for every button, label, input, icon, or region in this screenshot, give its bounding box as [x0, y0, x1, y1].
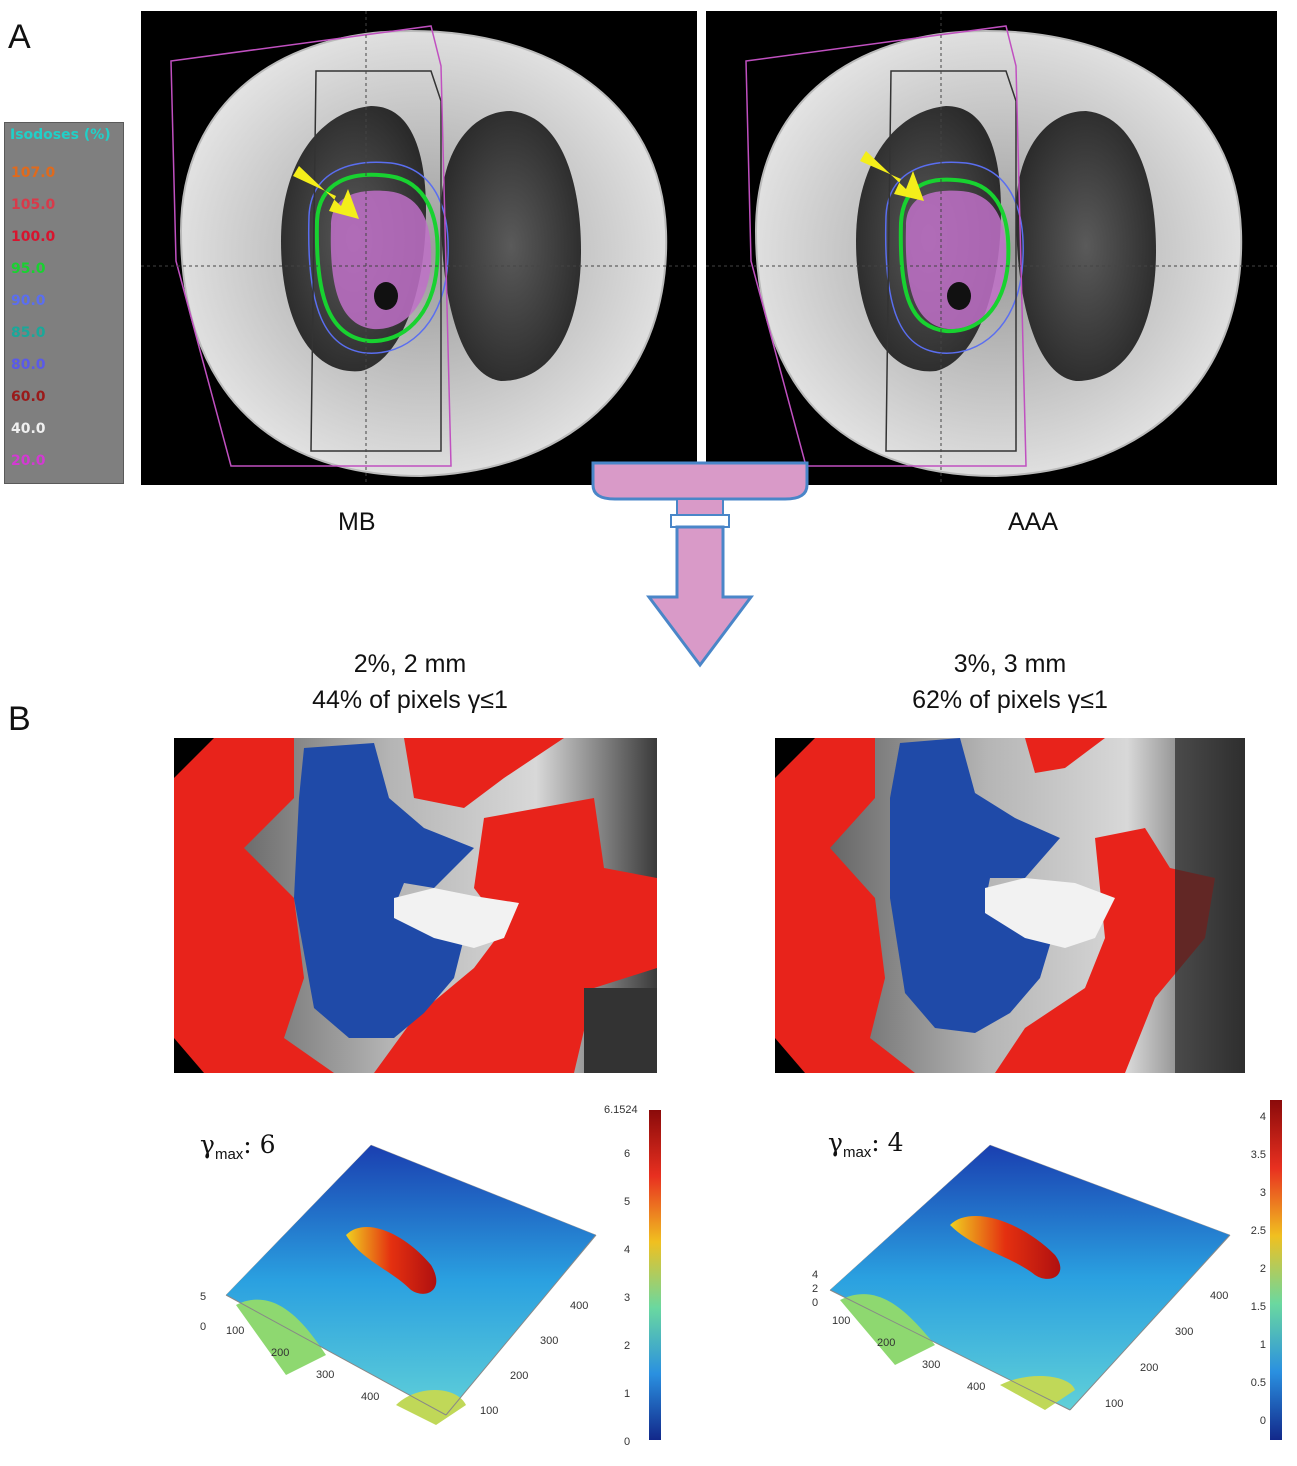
left-colorbar-ticks: 6 5 4 3 2 1 0 — [624, 1148, 631, 1448]
left-z-axis: 5 0 — [200, 1291, 207, 1333]
comparison-arrow — [591, 461, 809, 668]
right-gamma-max: γmax: 4 — [828, 1128, 904, 1161]
left-pass-rate: 44% of pixels γ≤1 — [312, 686, 508, 714]
left-colorbar-top-label: 6.1524 — [604, 1104, 638, 1116]
right-colorbar-ticks: 4 3.5 3 2.5 2 1.5 1 0.5 0 — [1250, 1111, 1266, 1427]
right-gamma-title: 3%, 3 mm 62% of pixels γ≤1 — [830, 646, 1190, 718]
isodose-item: 95.0 — [11, 261, 46, 277]
right-pass-rate: 62% of pixels γ≤1 — [912, 686, 1108, 714]
isodose-legend-title: Isodoses (%) — [10, 127, 111, 143]
isodose-item: 80.0 — [11, 357, 46, 373]
panel-b-label: B — [8, 700, 31, 738]
panel-a-label: A — [8, 18, 31, 56]
gamma-surface-right — [810, 1125, 1240, 1445]
isodose-item: 20.0 — [11, 453, 46, 469]
right-colorbar — [1270, 1100, 1282, 1440]
isodose-item: 40.0 — [11, 421, 46, 437]
ct-image-mb — [141, 11, 697, 485]
isodose-item: 107.0 — [11, 165, 56, 181]
gamma-surface-left — [196, 1125, 606, 1445]
isodose-legend: Isodoses (%) 107.0 105.0 100.0 95.0 90.0… — [4, 122, 124, 484]
aaa-label: AAA — [1008, 508, 1059, 536]
isodose-item: 105.0 — [11, 197, 56, 213]
ct-image-aaa — [706, 11, 1277, 485]
right-z-axis: 4 2 0 — [812, 1269, 819, 1309]
isodose-item: 100.0 — [11, 229, 56, 245]
isodose-item: 90.0 — [11, 293, 46, 309]
left-colorbar — [649, 1110, 661, 1440]
left-criteria: 2%, 2 mm — [353, 650, 467, 678]
mb-label: MB — [338, 508, 376, 536]
gamma-map-right — [775, 738, 1245, 1073]
gamma-map-left — [174, 738, 657, 1073]
right-criteria: 3%, 3 mm — [953, 650, 1067, 678]
left-gamma-max: γmax: 6 — [200, 1130, 276, 1163]
isodose-item: 60.0 — [11, 389, 46, 405]
isodose-item: 85.0 — [11, 325, 46, 341]
left-gamma-title: 2%, 2 mm 44% of pixels γ≤1 — [230, 646, 590, 718]
